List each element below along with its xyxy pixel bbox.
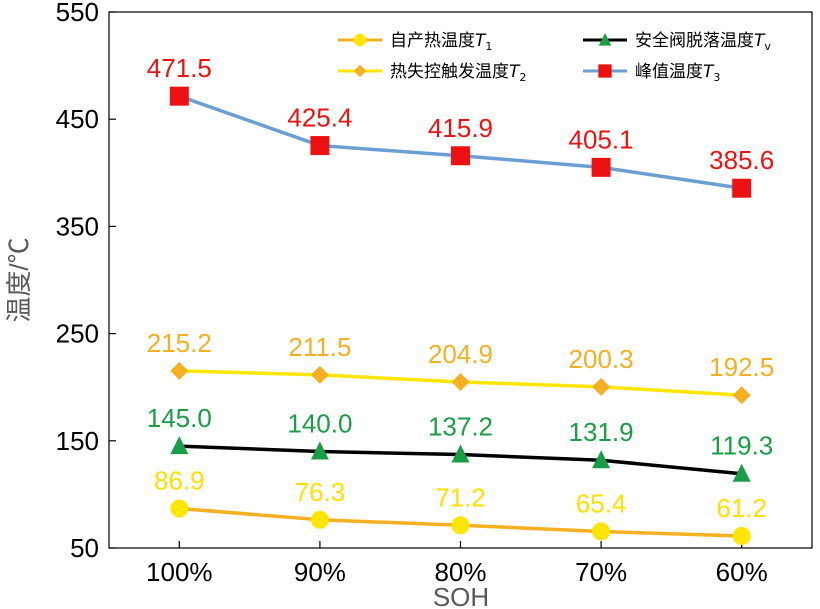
data-point-marker [170, 499, 189, 518]
legend-item: 安全阀脱落温度Tv [583, 31, 771, 53]
data-label: 140.0 [287, 409, 352, 439]
legend-marker [353, 33, 367, 47]
series-1 [170, 361, 751, 405]
data-label: 137.2 [428, 412, 493, 442]
data-point-marker [310, 365, 329, 384]
series-2 [170, 436, 751, 482]
legend-marker [598, 64, 612, 78]
data-point-marker [591, 157, 611, 177]
data-point-marker [310, 510, 329, 529]
data-label: 86.9 [154, 465, 205, 495]
data-point-marker [310, 136, 330, 156]
legend-item: 自产热温度T1 [338, 31, 492, 53]
data-label: 211.5 [288, 332, 351, 362]
data-label: 385.6 [709, 145, 774, 175]
x-tick-label: 100% [146, 557, 213, 587]
data-label: 192.5 [709, 352, 774, 382]
data-point-marker [451, 444, 470, 463]
data-label: 76.3 [295, 477, 346, 507]
x-tick-label: 60% [716, 557, 768, 587]
y-axis-title: 温度/℃ [4, 237, 34, 322]
data-label: 71.2 [435, 482, 486, 512]
data-point-marker [451, 146, 470, 166]
data-point-marker [451, 516, 470, 535]
series-0 [170, 499, 751, 545]
data-label: 425.4 [287, 103, 352, 133]
legend-label: 自产热温度T1 [390, 31, 492, 53]
data-label: 215.2 [147, 328, 212, 358]
plot-frame [108, 11, 813, 549]
data-point-marker [451, 372, 470, 391]
data-label: 405.1 [569, 124, 634, 154]
legend-label: 安全阀脱落温度Tv [635, 31, 771, 53]
legend-item: 热失控触发温度T2 [338, 62, 526, 84]
data-labels: 86.9 76.3 71.2 65.4 61.2 215.2 211.5 204.9 200.3… [147, 53, 774, 523]
data-label: 145.0 [147, 403, 212, 433]
data-point-marker [592, 522, 611, 541]
data-point-marker [592, 450, 611, 469]
x-tick-label: 90% [294, 557, 346, 587]
data-point-marker [592, 377, 611, 396]
data-label: 471.5 [147, 53, 212, 83]
data-point-marker [732, 526, 751, 545]
data-point-marker [732, 178, 752, 198]
y-tick-label: 450 [56, 104, 99, 134]
series-3 [169, 86, 752, 198]
x-tick-label: 80% [434, 557, 486, 587]
data-label: 61.2 [716, 493, 767, 523]
legend-label: 热失控触发温度T2 [390, 62, 526, 84]
data-point-marker [310, 441, 329, 460]
y-tick-label: 350 [56, 211, 99, 241]
axes: 50 150 250 350 450 550 100% 90% 80% 70% 60% [56, 0, 813, 587]
data-label: 200.3 [569, 344, 634, 374]
y-tick-label: 250 [56, 319, 99, 349]
data-point-marker [170, 361, 189, 380]
x-axis-title: SOH [433, 582, 489, 609]
legend-marker [353, 64, 367, 78]
y-tick-label: 550 [56, 0, 99, 27]
legend-label: 峰值温度T3 [635, 62, 720, 84]
data-label: 131.9 [569, 417, 634, 447]
data-point-marker [170, 436, 189, 455]
data-label: 65.4 [576, 488, 627, 518]
legend: 自产热温度T1 安全阀脱落温度Tv 热失控触发温度T2 峰值温度T3 [338, 31, 771, 84]
data-label: 204.9 [428, 339, 493, 369]
data-point-marker [732, 386, 751, 405]
legend-marker [598, 33, 612, 46]
x-tick-label: 70% [575, 557, 627, 587]
y-tick-label: 50 [70, 533, 99, 563]
legend-item: 峰值温度T3 [583, 62, 720, 84]
series-layer [169, 86, 752, 545]
data-label: 415.9 [428, 113, 493, 143]
y-tick-label: 150 [56, 426, 99, 456]
data-label: 119.3 [710, 431, 773, 461]
data-point-marker [169, 86, 189, 106]
data-point-marker [732, 463, 751, 482]
